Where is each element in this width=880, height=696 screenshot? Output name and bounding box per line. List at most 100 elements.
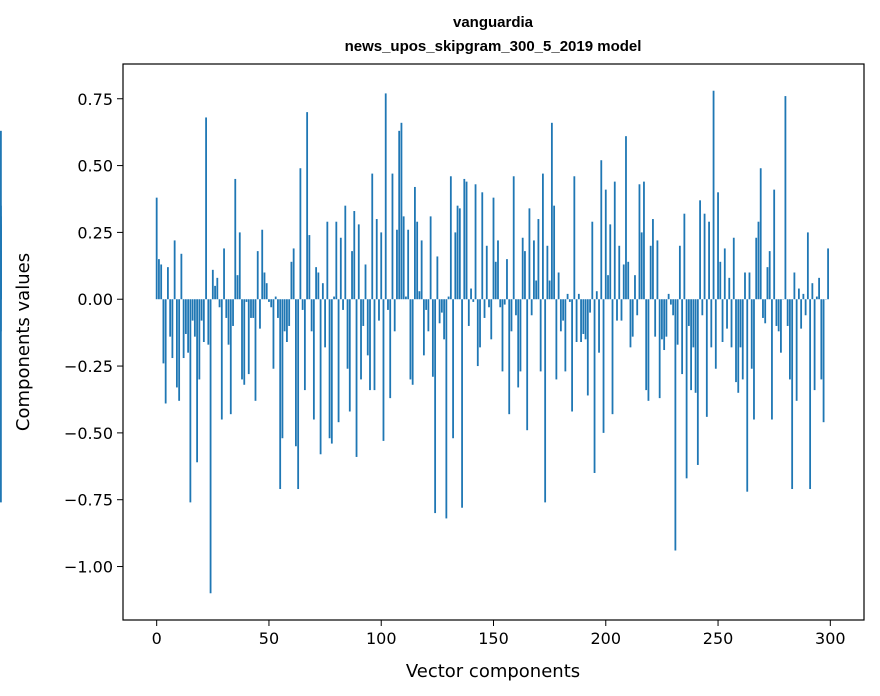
bar-60 <box>290 261 293 300</box>
bar-55 <box>279 299 282 490</box>
bar-5 <box>167 267 169 300</box>
bar-94 <box>366 299 369 356</box>
bar-122 <box>429 216 432 300</box>
bar-29 <box>220 299 223 420</box>
bar-208 <box>622 264 625 300</box>
y-tick-label: −1.00 <box>64 558 113 577</box>
bar-274 <box>771 299 773 420</box>
bar-242 <box>699 200 701 300</box>
bar-38 <box>241 299 243 380</box>
bar-266 <box>753 299 755 420</box>
bar-199 <box>602 299 605 433</box>
bar-190 <box>582 299 585 334</box>
bar-264 <box>748 272 751 300</box>
bar-152 <box>497 240 499 300</box>
bar-182 <box>564 299 567 372</box>
bar-181 <box>562 299 565 321</box>
bar-251 <box>719 261 722 300</box>
bar-116 <box>416 221 419 300</box>
bar-75 <box>324 299 326 348</box>
bar-16 <box>191 299 194 321</box>
bar-159 <box>512 176 515 300</box>
y-axis-ticks: −1.00 −0.75 −0.50 −0.25 0.00 0.25 0.50 0.75 <box>64 90 123 577</box>
bar-6 <box>169 299 172 337</box>
bar-164 <box>524 251 526 300</box>
bar-277 <box>777 299 780 332</box>
bar-128 <box>443 299 445 340</box>
bar-121 <box>427 299 430 332</box>
bar-239 <box>692 299 695 348</box>
bar-158 <box>510 299 513 332</box>
bar-112 <box>407 229 410 300</box>
bar-205 <box>616 299 618 321</box>
bar-70 <box>312 299 315 420</box>
bar-153 <box>499 299 502 308</box>
bar-146 <box>483 299 486 318</box>
bar-170 <box>537 219 540 300</box>
bar-83 <box>342 299 344 310</box>
bar-271 <box>764 299 767 324</box>
bar-214 <box>636 299 639 316</box>
bar-124 <box>434 299 437 514</box>
bar-47 <box>261 229 264 300</box>
bar-194 <box>591 221 594 300</box>
bar-174 <box>546 245 549 300</box>
bar-69 <box>310 299 313 332</box>
bar-131 <box>449 176 452 300</box>
bar-undefined <box>0 251 2 300</box>
bar-134 <box>456 205 459 300</box>
bar-73 <box>319 299 322 455</box>
bar-7 <box>171 299 174 359</box>
bar-236 <box>685 299 688 479</box>
bar-221 <box>652 219 654 300</box>
bar-183 <box>566 293 569 300</box>
bar-135 <box>458 208 461 300</box>
bar-284 <box>793 272 796 300</box>
bar-149 <box>490 299 493 340</box>
bar-245 <box>705 299 708 417</box>
bar-169 <box>535 280 538 300</box>
y-tick-label: 0.50 <box>77 157 113 176</box>
bar-17 <box>193 299 196 337</box>
chart-title: vanguardia <box>453 14 534 31</box>
bar-43 <box>252 299 255 318</box>
bar-237 <box>687 299 690 326</box>
bar-233 <box>678 245 681 300</box>
bar-3 <box>162 299 165 364</box>
bar-71 <box>315 267 318 300</box>
bar-46 <box>259 299 261 329</box>
bar-198 <box>600 160 603 300</box>
bar-19 <box>198 299 201 380</box>
bar-137 <box>463 178 466 300</box>
bar-129 <box>445 299 448 519</box>
bar-203 <box>611 299 614 415</box>
bar-150 <box>492 197 495 300</box>
bar-91 <box>360 299 362 380</box>
x-tick-label: 100 <box>366 629 397 648</box>
bar-238 <box>690 299 692 391</box>
bar-115 <box>414 186 416 300</box>
bar-207 <box>620 299 623 321</box>
bar-211 <box>629 299 632 348</box>
bar-280 <box>784 96 787 300</box>
bar-291 <box>809 299 812 490</box>
bar-57 <box>283 299 286 332</box>
bar-289 <box>804 299 807 316</box>
bar-226 <box>663 299 666 351</box>
bar-117 <box>418 291 421 300</box>
bar-44 <box>254 299 257 401</box>
bar-104 <box>389 299 392 399</box>
bar-217 <box>643 181 645 300</box>
bar-173 <box>544 299 547 503</box>
bar-119 <box>422 299 425 356</box>
bar-147 <box>485 245 488 300</box>
bar-268 <box>757 221 760 300</box>
bar-68 <box>308 235 311 300</box>
bar-185 <box>571 299 573 412</box>
bar-32 <box>227 299 230 345</box>
bar-209 <box>625 136 627 300</box>
bar-53 <box>274 296 277 300</box>
bar-188 <box>577 293 580 300</box>
bar-86 <box>348 299 351 412</box>
